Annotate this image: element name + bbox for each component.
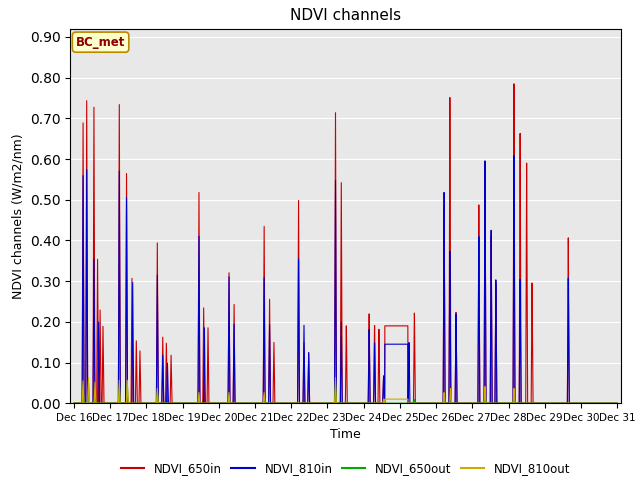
Text: BC_met: BC_met <box>76 36 125 48</box>
X-axis label: Time: Time <box>330 429 361 442</box>
NDVI_650out <box>275 400 283 406</box>
NDVI_810out <box>609 400 617 406</box>
NDVI_650in <box>613 400 621 406</box>
NDVI_810in <box>196 400 204 406</box>
NDVI_650in <box>609 400 617 406</box>
NDVI_650in <box>199 369 207 374</box>
NDVI_810out <box>70 400 78 406</box>
Legend: NDVI_650in, NDVI_810in, NDVI_650out, NDVI_810out: NDVI_650in, NDVI_810in, NDVI_650out, NDV… <box>116 458 575 480</box>
NDVI_810in <box>70 400 78 406</box>
NDVI_650in <box>70 400 78 406</box>
NDVI_810in <box>510 153 518 158</box>
NDVI_650out <box>609 400 617 406</box>
NDVI_810in <box>609 400 617 406</box>
NDVI_810in <box>613 400 621 406</box>
NDVI_810out <box>199 400 207 406</box>
NDVI_810out <box>196 400 204 406</box>
NDVI_810in <box>314 400 321 406</box>
Line: NDVI_650out: NDVI_650out <box>74 383 617 403</box>
NDVI_650in <box>202 400 210 406</box>
Line: NDVI_650in: NDVI_650in <box>74 84 617 403</box>
Title: NDVI channels: NDVI channels <box>290 9 401 24</box>
NDVI_810out <box>613 400 621 406</box>
NDVI_650out <box>202 400 210 406</box>
Y-axis label: NDVI channels (W/m2/nm): NDVI channels (W/m2/nm) <box>12 133 24 299</box>
NDVI_810out <box>202 400 210 406</box>
NDVI_650out <box>70 400 78 406</box>
NDVI_650in <box>314 400 321 406</box>
NDVI_650in <box>275 400 283 406</box>
NDVI_650in <box>196 400 204 406</box>
NDVI_650out <box>196 400 204 406</box>
Line: NDVI_810out: NDVI_810out <box>74 377 617 403</box>
NDVI_810in <box>275 400 283 406</box>
NDVI_810out <box>314 400 321 406</box>
NDVI_810out <box>332 374 339 380</box>
NDVI_650out <box>314 400 321 406</box>
NDVI_650out <box>613 400 621 406</box>
NDVI_810in <box>202 400 210 406</box>
Line: NDVI_810in: NDVI_810in <box>74 156 617 403</box>
NDVI_810out <box>275 400 283 406</box>
NDVI_650out <box>199 400 207 406</box>
NDVI_650in <box>510 81 518 87</box>
NDVI_650out <box>84 380 92 386</box>
NDVI_810in <box>199 400 207 406</box>
